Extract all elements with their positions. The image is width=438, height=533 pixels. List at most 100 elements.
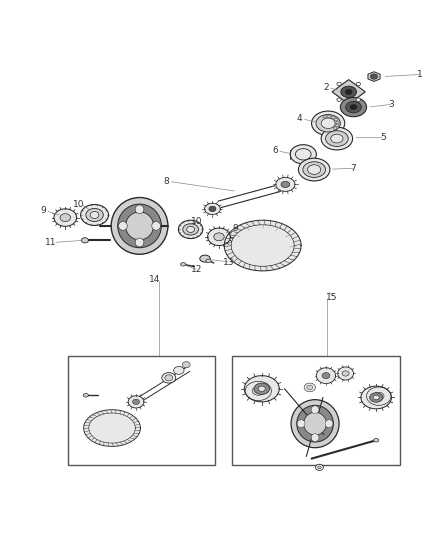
Polygon shape <box>84 410 141 446</box>
Text: 2: 2 <box>323 83 329 92</box>
Circle shape <box>152 222 160 230</box>
Ellipse shape <box>356 98 360 101</box>
Circle shape <box>297 420 305 427</box>
Text: 12: 12 <box>191 265 202 274</box>
Polygon shape <box>316 368 336 384</box>
Ellipse shape <box>307 385 313 390</box>
Circle shape <box>291 400 339 448</box>
Ellipse shape <box>331 134 343 143</box>
Ellipse shape <box>214 233 224 241</box>
Ellipse shape <box>86 208 103 222</box>
Text: 5: 5 <box>380 133 385 142</box>
Polygon shape <box>361 386 392 409</box>
Ellipse shape <box>60 214 71 222</box>
Ellipse shape <box>373 395 379 400</box>
Text: 3: 3 <box>389 100 394 109</box>
Ellipse shape <box>336 124 339 127</box>
Ellipse shape <box>333 127 337 130</box>
Circle shape <box>311 406 319 414</box>
Ellipse shape <box>321 118 335 128</box>
Ellipse shape <box>187 227 194 232</box>
Circle shape <box>304 413 326 435</box>
Text: 7: 7 <box>350 164 357 173</box>
Text: 15: 15 <box>326 293 337 302</box>
Ellipse shape <box>307 165 321 174</box>
Text: 6: 6 <box>272 146 278 155</box>
Ellipse shape <box>328 115 331 118</box>
Ellipse shape <box>281 181 290 188</box>
Ellipse shape <box>162 373 176 383</box>
Bar <box>68 356 215 465</box>
Circle shape <box>135 238 144 247</box>
Text: 14: 14 <box>148 275 160 284</box>
Text: 10: 10 <box>73 199 84 208</box>
Text: 9: 9 <box>41 206 46 215</box>
Bar <box>232 356 400 465</box>
Text: 8: 8 <box>164 177 170 186</box>
Polygon shape <box>338 367 353 380</box>
Text: 11: 11 <box>45 238 57 247</box>
Circle shape <box>119 222 127 230</box>
Polygon shape <box>205 203 220 215</box>
Circle shape <box>297 405 333 442</box>
Ellipse shape <box>325 131 348 147</box>
Ellipse shape <box>182 362 190 368</box>
Ellipse shape <box>298 158 330 181</box>
Ellipse shape <box>295 149 311 160</box>
Ellipse shape <box>254 383 270 394</box>
Ellipse shape <box>332 116 335 119</box>
Ellipse shape <box>290 144 316 164</box>
Text: 9: 9 <box>233 224 238 233</box>
Ellipse shape <box>183 224 198 235</box>
Ellipse shape <box>304 383 315 392</box>
Circle shape <box>126 212 153 240</box>
Ellipse shape <box>81 205 109 225</box>
Ellipse shape <box>335 118 338 121</box>
Circle shape <box>325 420 333 427</box>
Polygon shape <box>208 228 230 246</box>
Ellipse shape <box>374 392 384 400</box>
Ellipse shape <box>311 111 345 135</box>
Ellipse shape <box>340 98 367 117</box>
Ellipse shape <box>322 373 330 379</box>
Polygon shape <box>332 79 365 104</box>
Ellipse shape <box>209 206 216 212</box>
Ellipse shape <box>318 466 321 469</box>
Ellipse shape <box>341 86 357 98</box>
Polygon shape <box>54 209 77 227</box>
Ellipse shape <box>371 74 378 79</box>
Polygon shape <box>224 220 301 271</box>
Ellipse shape <box>315 464 323 471</box>
Ellipse shape <box>346 101 361 113</box>
Ellipse shape <box>258 386 265 391</box>
Ellipse shape <box>356 82 360 86</box>
Ellipse shape <box>316 115 340 132</box>
Ellipse shape <box>90 212 99 219</box>
Ellipse shape <box>342 371 349 376</box>
Polygon shape <box>128 395 144 408</box>
Ellipse shape <box>83 393 88 397</box>
Ellipse shape <box>367 387 391 405</box>
Ellipse shape <box>165 375 173 381</box>
Ellipse shape <box>370 393 383 402</box>
Ellipse shape <box>252 386 265 395</box>
Ellipse shape <box>336 121 339 124</box>
Ellipse shape <box>178 220 203 239</box>
Ellipse shape <box>133 399 140 405</box>
Ellipse shape <box>350 104 357 110</box>
Circle shape <box>118 204 161 248</box>
Text: 13: 13 <box>223 257 234 266</box>
Polygon shape <box>368 72 380 82</box>
Polygon shape <box>244 376 279 402</box>
Circle shape <box>135 205 144 214</box>
Ellipse shape <box>374 439 379 442</box>
Ellipse shape <box>200 255 210 262</box>
Ellipse shape <box>321 127 353 150</box>
Text: 4: 4 <box>297 115 303 124</box>
Ellipse shape <box>81 238 88 243</box>
Ellipse shape <box>245 381 272 400</box>
Ellipse shape <box>303 161 325 177</box>
Ellipse shape <box>173 367 184 374</box>
Ellipse shape <box>323 115 327 118</box>
Polygon shape <box>276 177 295 191</box>
